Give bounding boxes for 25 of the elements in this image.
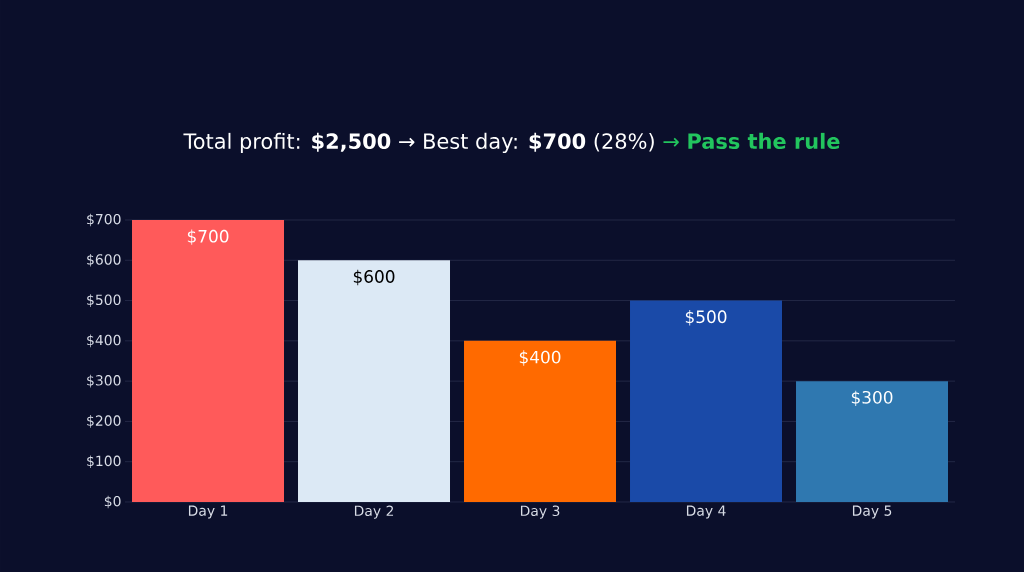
y-tick-label: $600 xyxy=(87,253,121,267)
y-tick-label: $300 xyxy=(87,374,121,388)
x-tick-label: Day 3 xyxy=(520,505,560,519)
bar xyxy=(132,219,285,502)
bar xyxy=(464,340,617,502)
x-tick-label: Day 5 xyxy=(852,505,892,519)
chart-title: Total profit: $2,500 → Best day: $700 (28%) xyxy=(183,132,654,154)
y-tick-label: $200 xyxy=(87,415,121,428)
data-label: $500 xyxy=(685,310,727,326)
data-label: $600 xyxy=(353,269,395,286)
data-label: $300 xyxy=(851,390,893,406)
data-label: $700 xyxy=(187,229,229,245)
x-tick-label: Day 1 xyxy=(188,505,228,519)
text: → Pass the rule xyxy=(663,132,840,150)
y-tick-label: $100 xyxy=(87,455,121,469)
bar xyxy=(630,300,783,502)
x-tick-label: Day 4 xyxy=(686,505,726,519)
data-label: $400 xyxy=(519,350,561,366)
bar xyxy=(298,260,451,502)
y-tick-label: $400 xyxy=(87,334,121,348)
y-tick-label: $700 xyxy=(87,213,121,227)
bar xyxy=(796,381,949,502)
x-tick-label: Day 2 xyxy=(354,505,394,519)
y-tick-label: $500 xyxy=(87,294,121,307)
y-tick-label: $0 xyxy=(104,495,121,509)
